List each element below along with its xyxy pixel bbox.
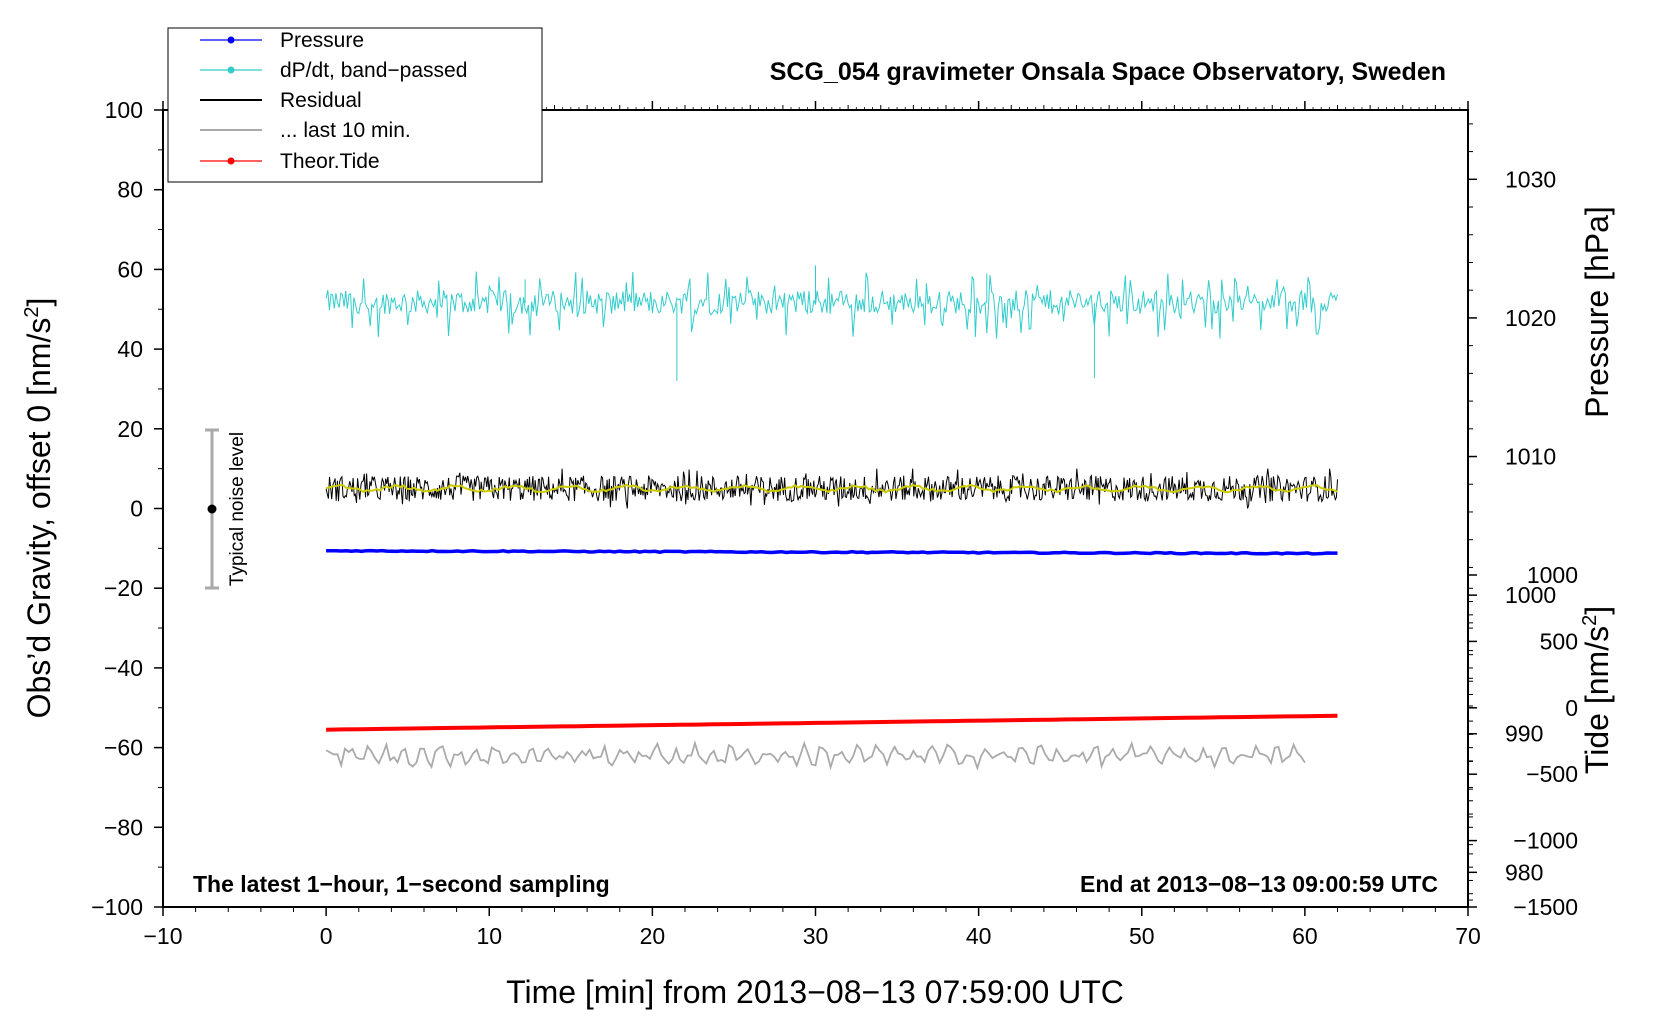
pressure-tick-label: 1000 xyxy=(1505,582,1556,608)
pressure-tick-label: 1010 xyxy=(1505,444,1556,470)
pressure-tick-label: 980 xyxy=(1505,859,1543,885)
y-axis-label-left-sup: 2 xyxy=(21,307,43,318)
noise-bar-label: Typical noise level xyxy=(227,432,248,586)
x-tick-label: 50 xyxy=(1129,923,1155,949)
tide-axis-label-end: ] xyxy=(1579,606,1615,615)
x-axis-label: Time [min] from 2013−08−13 07:59:00 UTC xyxy=(506,974,1124,1010)
legend-label-pressure: Pressure xyxy=(280,29,364,52)
annotation-left: The latest 1−hour, 1−second sampling xyxy=(193,871,610,897)
series-dpdt-line xyxy=(325,271,1338,339)
series-residual-line xyxy=(325,468,1338,509)
x-tick-label: −10 xyxy=(143,923,182,949)
y-tick-label: 0 xyxy=(130,496,143,522)
x-tick-label: 70 xyxy=(1455,923,1481,949)
legend-marker-pressure xyxy=(227,36,235,44)
noise-bar: Typical noise level xyxy=(205,428,248,590)
y-tick-label: −40 xyxy=(104,655,143,681)
tide-tick-label: 1000 xyxy=(1527,562,1578,588)
ticks-layer: −10 0 10 20 30 40 50 60 70−100−80−60−40−20020406… xyxy=(91,97,1578,949)
tide-tick-label: 500 xyxy=(1540,628,1578,654)
tide-tick-label: −1000 xyxy=(1513,828,1578,854)
pressure-axis-label: Pressure [hPa] xyxy=(1579,206,1615,418)
tide-axis-label-main: Tide [nm/s xyxy=(1579,626,1615,774)
legend-marker-dpdt xyxy=(227,66,235,74)
legend-label-last10: ... last 10 min. xyxy=(280,119,411,142)
legend-label-residual: Residual xyxy=(280,89,362,112)
y-axis-label-left-end: ] xyxy=(21,298,57,307)
pressure-tick-label: 1030 xyxy=(1505,166,1556,192)
y-tick-label: 60 xyxy=(117,256,143,282)
x-tick-label: 20 xyxy=(640,923,666,949)
y-axis-label-left: Obs’d Gravity, offset 0 [nm/s2] xyxy=(21,298,57,719)
y-tick-label: 40 xyxy=(117,336,143,362)
tide-tick-label: 0 xyxy=(1565,695,1578,721)
series-last10-line xyxy=(325,740,1306,771)
series-layer xyxy=(325,265,1338,771)
pressure-tick-label: 1020 xyxy=(1505,305,1556,331)
y-tick-label: −100 xyxy=(91,894,143,920)
x-tick-label: 60 xyxy=(1292,923,1318,949)
noise-bar-dot xyxy=(207,504,217,514)
tide-tick-label: −500 xyxy=(1526,761,1578,787)
tide-axis-label: Tide [nm/s2] xyxy=(1579,606,1615,774)
legend-marker-tide xyxy=(227,157,235,165)
series-pressure-line xyxy=(326,548,1338,556)
series-residual-smooth-line xyxy=(325,483,1338,494)
y-axis-label-left-main: Obs’d Gravity, offset 0 [nm/s xyxy=(21,318,57,719)
tide-tick-label: −1500 xyxy=(1513,894,1578,920)
plot-frame xyxy=(162,109,1469,908)
x-tick-label: 0 xyxy=(320,923,333,949)
chart-title: SCG_054 gravimeter Onsala Space Observat… xyxy=(770,58,1446,86)
pressure-tick-label: 990 xyxy=(1505,721,1543,747)
legend: Pressure dP/dt, band−passed Residual ...… xyxy=(167,27,543,183)
legend-label-dpdt: dP/dt, band−passed xyxy=(280,59,467,82)
y-tick-label: 80 xyxy=(117,177,143,203)
legend-box xyxy=(167,27,543,183)
series-tide-line xyxy=(326,713,1338,732)
y-tick-label: −60 xyxy=(104,735,143,761)
y-tick-label: 20 xyxy=(117,416,143,442)
y-tick-label: −20 xyxy=(104,575,143,601)
x-tick-label: 30 xyxy=(803,923,829,949)
y-tick-label: −80 xyxy=(104,814,143,840)
annotation-right: End at 2013−08−13 09:00:59 UTC xyxy=(1080,871,1438,897)
tide-axis-label-sup: 2 xyxy=(1579,615,1601,626)
x-tick-label: 40 xyxy=(966,923,992,949)
y-tick-label: 100 xyxy=(105,97,143,123)
legend-label-tide: Theor.Tide xyxy=(280,150,380,173)
x-tick-label: 10 xyxy=(476,923,502,949)
